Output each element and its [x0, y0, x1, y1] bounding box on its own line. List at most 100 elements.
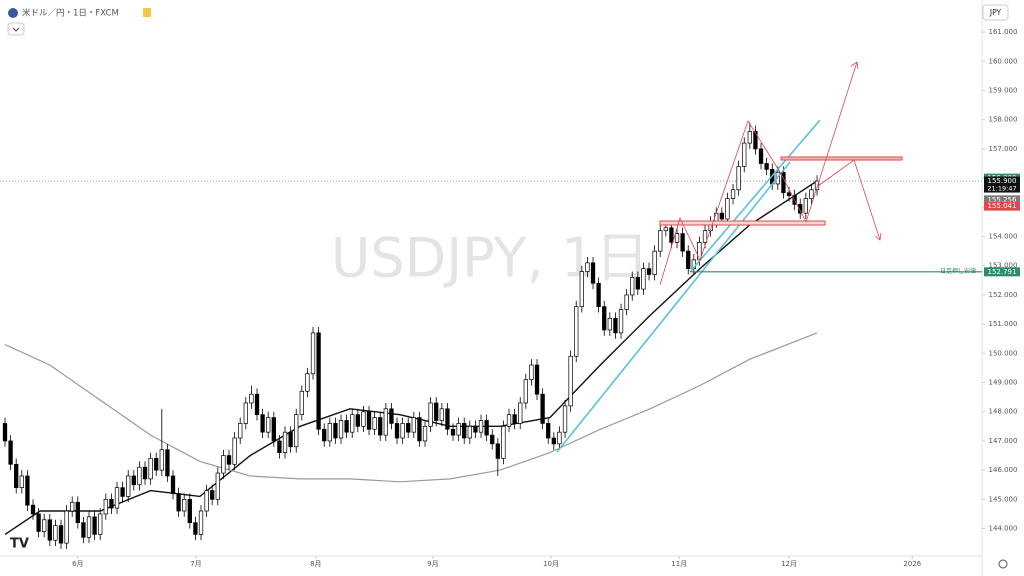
symbol-title: 米ドル／円・1日・FXCM	[22, 8, 119, 19]
candle-body	[540, 393, 545, 424]
candle-body	[680, 233, 685, 252]
candle-body	[400, 423, 405, 439]
candle-body	[182, 498, 187, 512]
candle-body	[333, 423, 338, 439]
candle-body	[523, 379, 528, 404]
y-tick-label: 148.000	[989, 408, 1018, 416]
y-tick-label: 149.000	[989, 379, 1018, 387]
x-tick-label: 6月	[72, 560, 83, 568]
currency-button[interactable]	[982, 4, 1009, 21]
candle-body	[126, 475, 131, 497]
candle-body	[30, 504, 36, 515]
candle-body	[36, 513, 41, 532]
candle-body	[624, 294, 629, 310]
candle-body	[210, 490, 215, 500]
candle-body	[574, 306, 579, 357]
candle-body	[663, 227, 668, 232]
chevron	[12, 27, 20, 32]
candle-body	[450, 428, 456, 436]
candle-body	[109, 498, 114, 509]
candle-body	[422, 425, 428, 442]
candle-body	[719, 212, 724, 220]
candle-body	[198, 510, 204, 535]
flag-icon	[8, 8, 18, 18]
candle-body	[271, 417, 276, 442]
candle-body	[75, 501, 80, 524]
x-tick-label: 7月	[190, 560, 201, 568]
candle-body	[204, 490, 209, 512]
arrow-head	[874, 232, 882, 241]
x-tick-label: 2026	[903, 560, 921, 568]
candle-body	[350, 414, 355, 433]
candle-body	[635, 277, 640, 290]
watermark: USDJPY, 1日	[331, 227, 649, 290]
candle-body	[428, 402, 433, 427]
candle-body	[103, 498, 108, 515]
candle-body	[86, 516, 92, 538]
candle-body	[417, 417, 422, 442]
candle-body	[378, 417, 383, 436]
candle-body	[646, 268, 652, 275]
candle-body	[786, 192, 792, 196]
candle-body	[618, 309, 624, 334]
collapse-button[interactable]	[7, 22, 25, 36]
candle-body	[764, 163, 769, 170]
plot-area	[0, 122, 982, 549]
candle-body	[154, 458, 159, 471]
candle-body	[490, 434, 495, 445]
candle-body	[142, 466, 148, 480]
candle-body	[518, 402, 523, 424]
candle-body	[445, 408, 450, 430]
candle-body	[602, 306, 607, 331]
candle-body	[53, 525, 58, 541]
candle-body	[478, 420, 484, 433]
candle-body	[484, 420, 489, 436]
y-tick-label: 159.000	[989, 87, 1018, 95]
candle-body	[232, 437, 237, 465]
candle-body	[753, 131, 758, 150]
candle-body	[260, 414, 265, 433]
candle-body	[277, 440, 282, 453]
y-tick-label: 157.000	[989, 145, 1018, 153]
candle-body	[316, 332, 321, 430]
candle-body	[70, 501, 75, 512]
candle-body	[674, 233, 680, 243]
projection-path	[817, 159, 881, 241]
candle-body	[361, 411, 366, 427]
support-price-label: 152.791	[988, 268, 1017, 276]
candle-body	[747, 131, 752, 144]
candle-body	[25, 475, 30, 506]
candle-body	[266, 417, 271, 433]
candle-body	[686, 250, 691, 269]
trend-line	[556, 161, 791, 453]
candle-body	[473, 425, 478, 433]
support-zone	[659, 220, 826, 226]
x-tick-label: 10月	[543, 560, 559, 568]
candle-body	[506, 414, 512, 427]
price-marker-label: 155.256	[988, 196, 1017, 204]
candle-body	[730, 189, 736, 199]
candle-body	[165, 449, 170, 477]
candle-body	[81, 522, 86, 538]
settings-icon[interactable]	[998, 559, 1008, 569]
candle-body	[322, 428, 327, 442]
candle-body	[372, 417, 377, 430]
candle-body	[98, 513, 103, 535]
y-tick-label: 146.000	[989, 466, 1018, 474]
candle-body	[562, 405, 568, 433]
projection-path	[659, 61, 858, 286]
candle-body	[613, 317, 618, 334]
candle-body	[310, 332, 316, 375]
candle-body	[725, 198, 730, 220]
candle-body	[607, 317, 612, 331]
candle-body	[798, 204, 803, 214]
candle-body	[176, 493, 181, 512]
candle-body	[159, 449, 164, 471]
y-tick-label: 152.000	[989, 291, 1018, 299]
candle-body	[529, 364, 534, 380]
countdown-box	[984, 184, 1020, 193]
logo: TV	[10, 537, 29, 552]
candle-body	[809, 189, 814, 199]
price-marker-label: 155.041	[988, 202, 1017, 210]
